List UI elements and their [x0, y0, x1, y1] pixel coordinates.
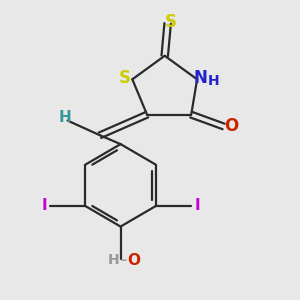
Text: H: H — [208, 74, 219, 88]
Text: O: O — [224, 117, 238, 135]
Text: –: – — [120, 254, 127, 267]
Text: N: N — [193, 69, 207, 87]
Text: I: I — [194, 198, 200, 213]
Text: O: O — [127, 253, 140, 268]
Text: H: H — [107, 254, 119, 267]
Text: I: I — [41, 198, 47, 213]
Text: H: H — [58, 110, 71, 125]
Text: S: S — [119, 69, 131, 87]
Text: S: S — [165, 13, 177, 31]
